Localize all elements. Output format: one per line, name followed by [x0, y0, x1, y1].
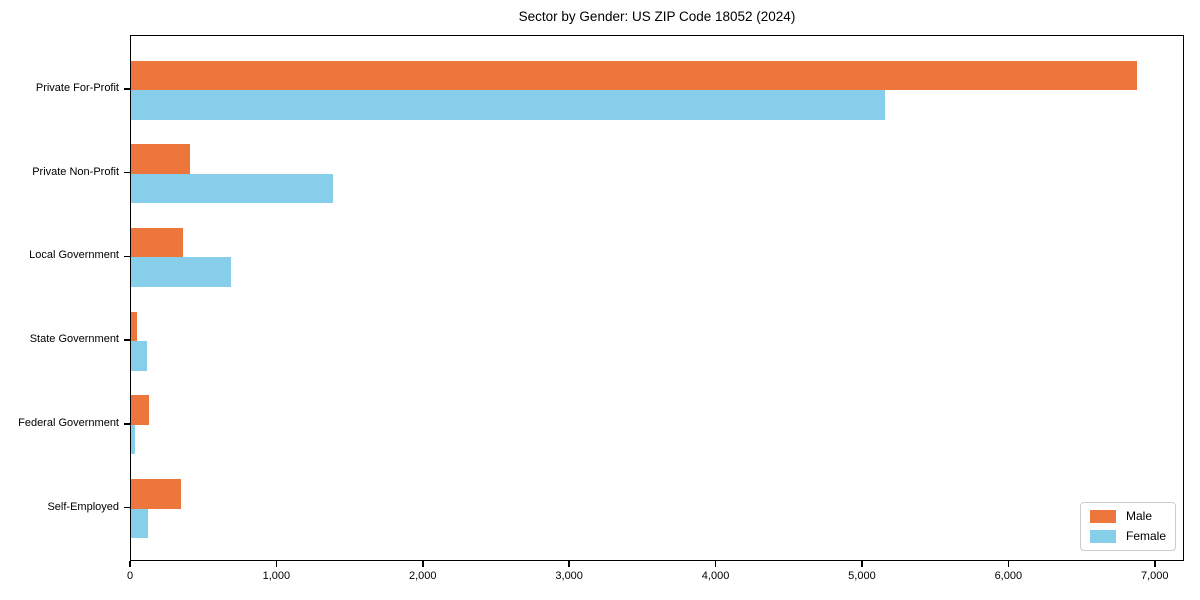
bar-female — [131, 424, 136, 455]
x-tick-label: 2,000 — [409, 570, 437, 582]
y-tick-label: Federal Government — [18, 416, 119, 429]
x-tick-label: 1,000 — [262, 570, 291, 582]
y-tick-label: Self-Employed — [47, 500, 119, 513]
legend-label-female: Female — [1125, 529, 1166, 543]
bar-male — [131, 311, 137, 342]
x-axis-tick — [129, 561, 131, 567]
bar-male — [131, 60, 1137, 90]
bar-female — [131, 173, 334, 204]
x-axis-tick — [421, 561, 424, 567]
bar-female — [131, 341, 148, 371]
x-axis-tick — [861, 561, 863, 567]
bar-male — [131, 144, 190, 174]
x-tick-label: 0 — [126, 570, 134, 582]
bar-female — [131, 90, 885, 120]
x-tick-label: 5,000 — [848, 570, 876, 582]
legend: Male Female — [1079, 502, 1176, 551]
x-axis-tick — [568, 561, 570, 567]
legend-swatch-male — [1089, 510, 1116, 523]
y-tick-label: State Government — [29, 333, 119, 346]
legend-item-female: Female — [1089, 529, 1166, 543]
chart-title: Sector by Gender: US ZIP Code 18052 (202… — [518, 9, 796, 24]
x-axis-tick — [275, 561, 278, 567]
y-axis-tick — [124, 171, 130, 174]
legend-item-male: Male — [1089, 509, 1166, 523]
x-tick-label: 3,000 — [555, 570, 583, 582]
y-axis-tick — [124, 255, 130, 258]
x-axis-tick — [714, 561, 717, 567]
y-tick-label: Private Non-Profit — [32, 165, 119, 178]
x-axis-tick — [1153, 561, 1156, 567]
x-axis-tick — [1007, 561, 1010, 567]
bar-female — [131, 257, 231, 287]
x-tick-label: 7,000 — [1140, 570, 1169, 582]
legend-swatch-female — [1089, 530, 1116, 543]
y-axis-tick — [124, 423, 130, 425]
x-tick-label: 6,000 — [994, 570, 1023, 582]
bar-male — [131, 479, 181, 509]
x-tick-label: 4,000 — [701, 570, 730, 582]
plot-area: Male Female — [130, 35, 1184, 561]
y-tick-label: Private For-Profit — [35, 82, 119, 94]
legend-label-male: Male — [1125, 509, 1152, 523]
bar-male — [131, 227, 183, 258]
y-axis-tick — [124, 339, 130, 341]
y-axis-tick — [124, 88, 130, 90]
bar-female — [131, 508, 148, 538]
bar-male — [131, 395, 149, 425]
y-tick-label: Local Government — [29, 249, 119, 262]
y-axis-tick — [124, 506, 130, 509]
